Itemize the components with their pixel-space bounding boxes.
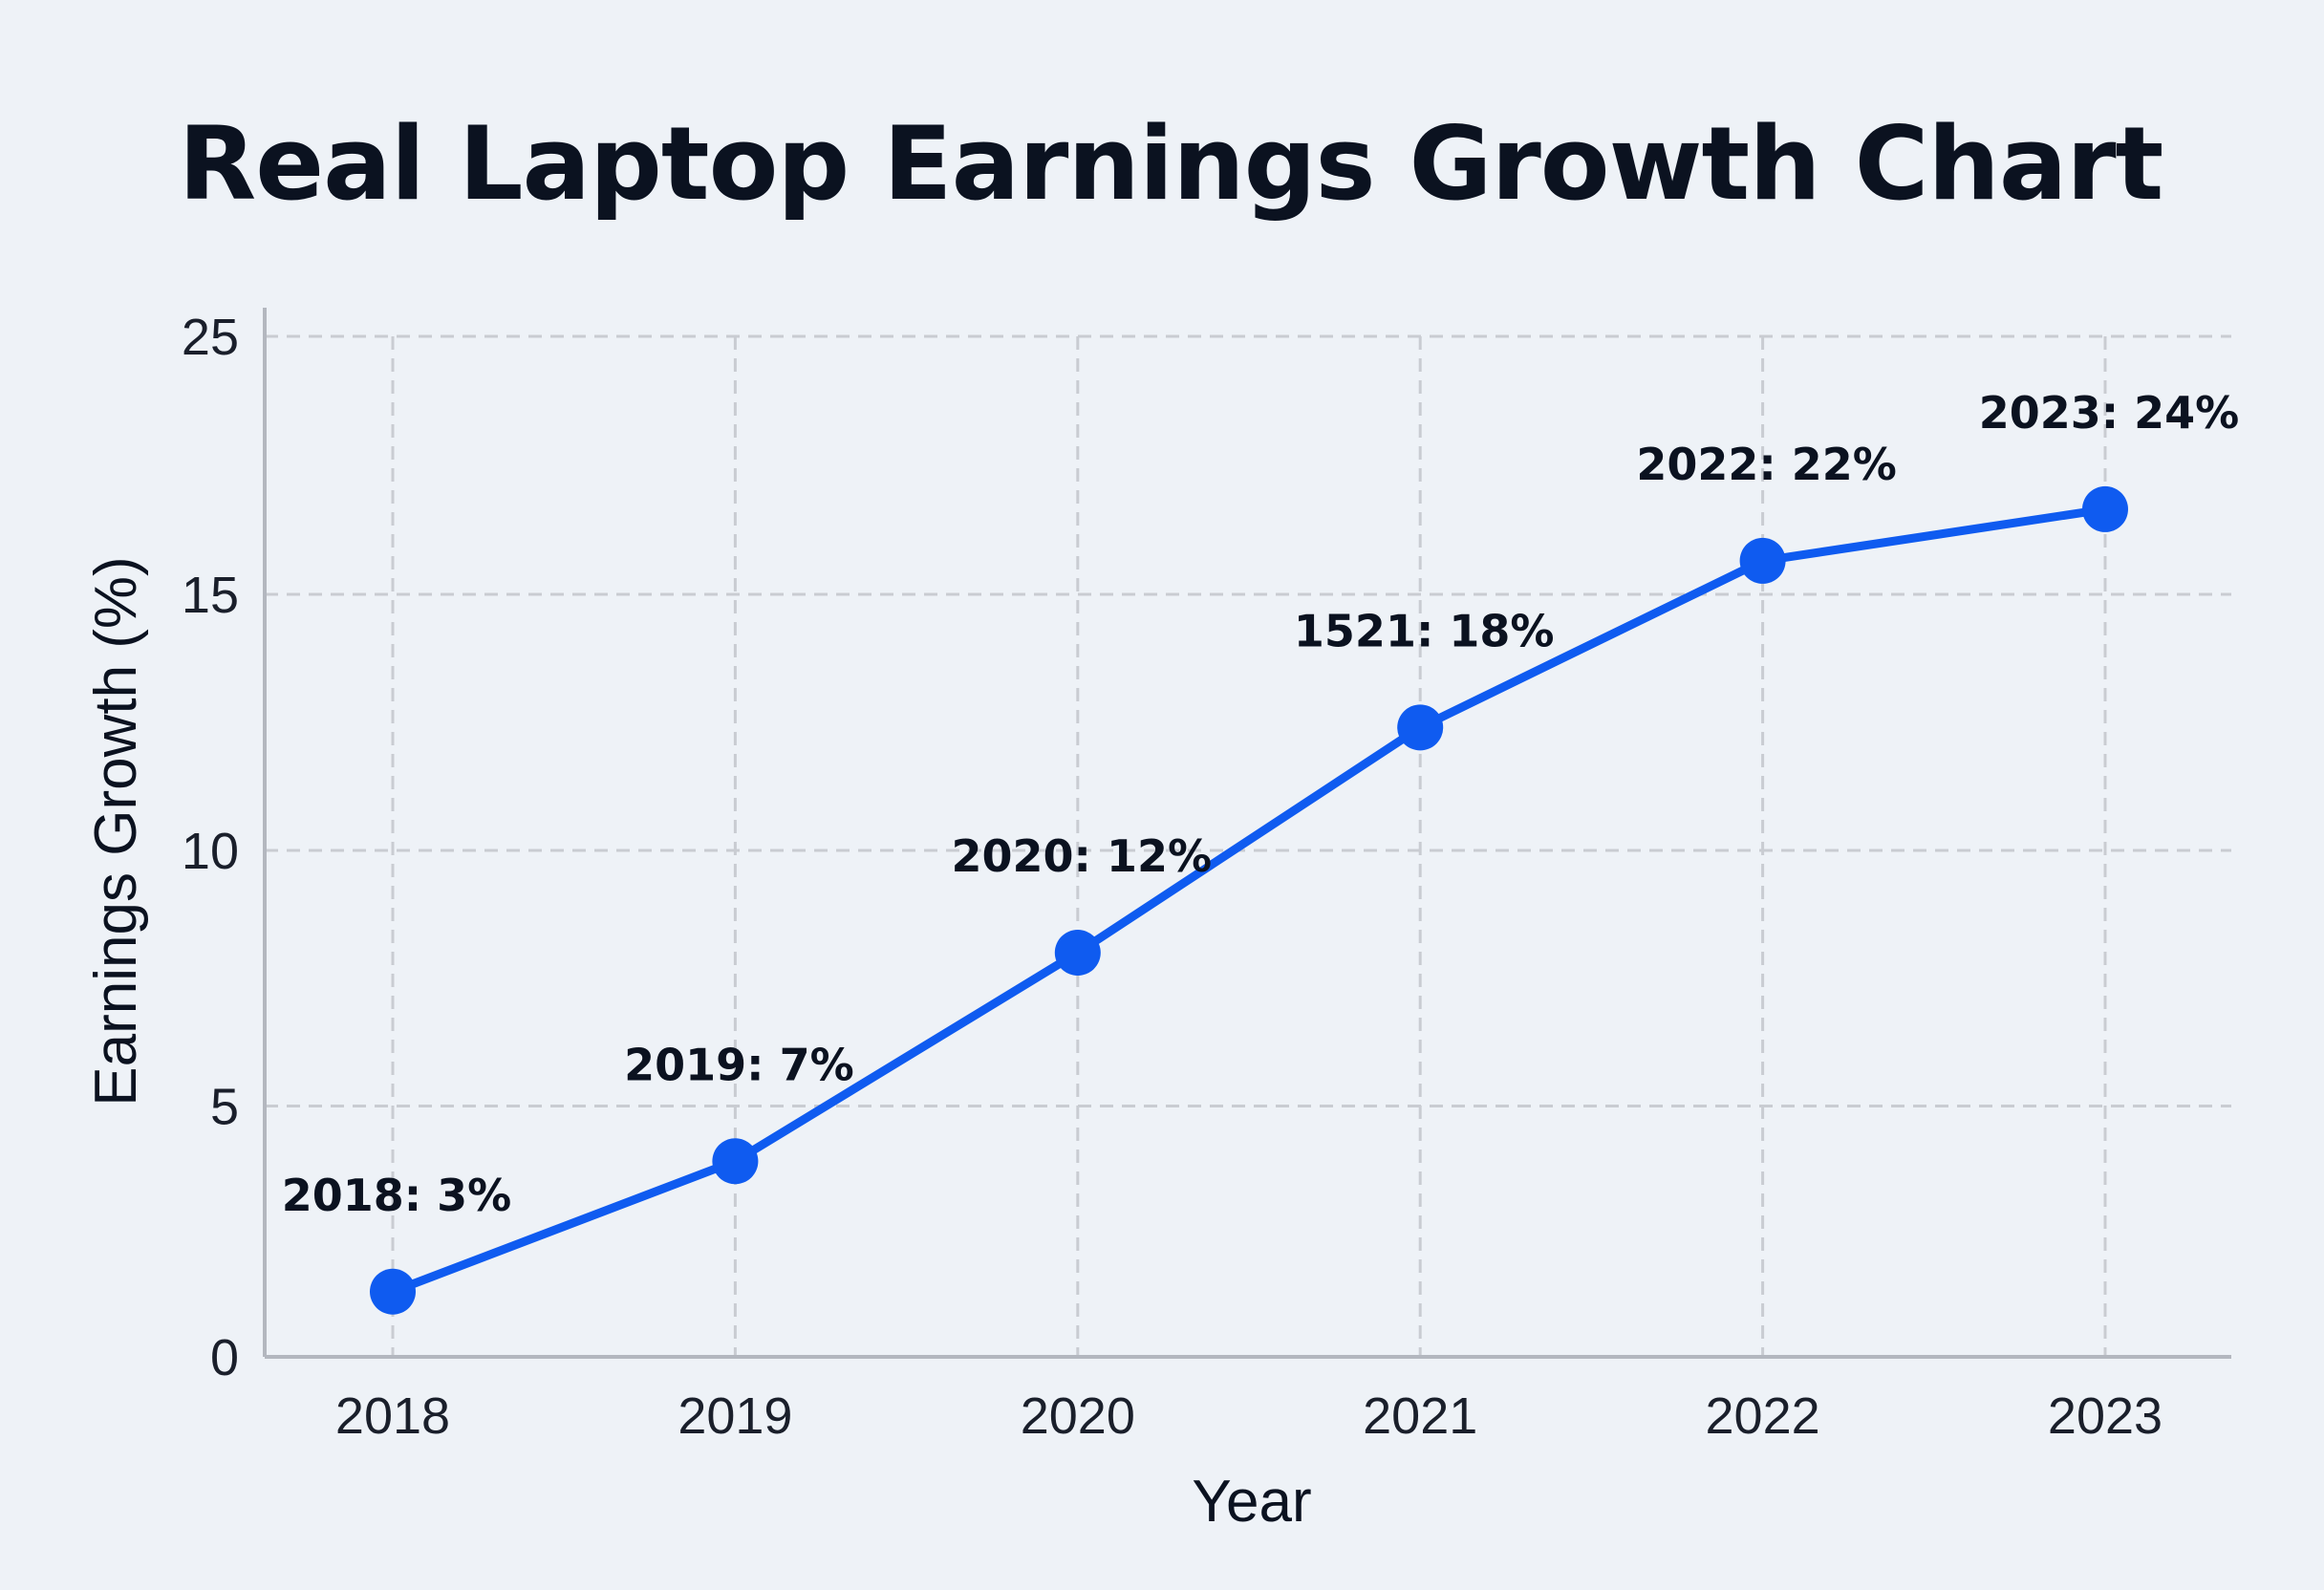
data-point: [712, 1138, 759, 1185]
data-point: [370, 1268, 416, 1315]
y-tick-label: 0: [210, 1329, 239, 1386]
y-tick-label: 5: [210, 1079, 239, 1136]
x-axis-title: Year: [1192, 1469, 1311, 1535]
data-point: [1397, 704, 1444, 751]
data-point: [1054, 930, 1101, 976]
y-tick-label: 10: [182, 823, 239, 880]
grid: [265, 334, 2231, 1357]
x-tick-label: 2018: [335, 1387, 450, 1445]
series-line: [388, 505, 2110, 1297]
x-tick-label: 2019: [678, 1387, 792, 1445]
x-tick-label: 2023: [2048, 1387, 2163, 1445]
y-tick-label: 15: [182, 567, 239, 624]
data-label: 2023: 24%: [1979, 387, 2240, 439]
data-point: [2082, 485, 2128, 532]
data-label: 2019: 7%: [624, 1039, 854, 1090]
x-tick-label: 2021: [1363, 1387, 1477, 1445]
data-label: 2022: 22%: [1636, 439, 1897, 490]
y-axis-title: Earnings Growth (%): [83, 556, 149, 1106]
x-tick-label: 2022: [1706, 1387, 1820, 1445]
axes: [263, 308, 2231, 1359]
data-label: 2020: 12%: [952, 830, 1213, 882]
data-point: [1739, 537, 1786, 584]
x-tick-label: 2020: [1021, 1387, 1135, 1445]
tick-labels: 0 5 10 15 25 2018 2019 2020 2021 2022 2023: [182, 309, 2163, 1445]
y-tick-label: 25: [182, 309, 239, 366]
series: [370, 485, 2128, 1315]
data-label: 2018: 3%: [282, 1170, 512, 1221]
data-label: 1521: 18%: [1294, 605, 1555, 656]
data-labels: 2018: 3% 2019: 7% 2020: 12% 1521: 18% 2022: …: [282, 387, 2240, 1221]
chart-title: Real Laptop Earnings Growth Chart: [179, 105, 2163, 223]
